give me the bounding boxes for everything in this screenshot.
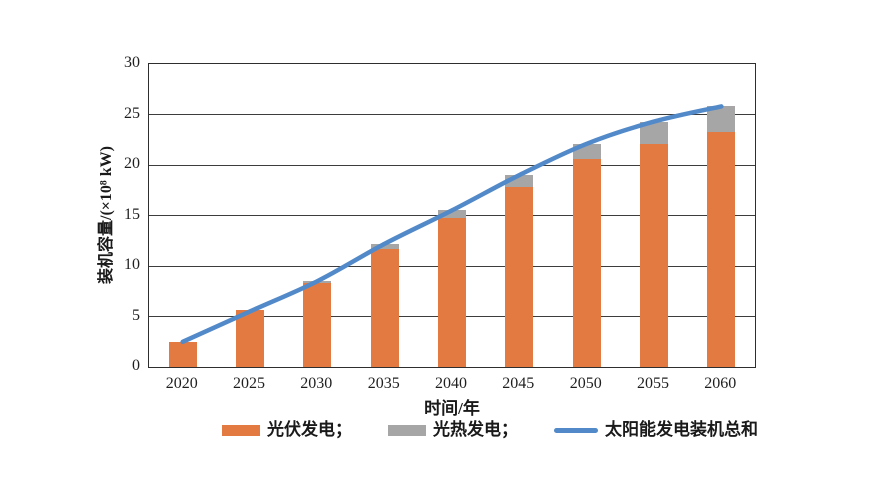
gridline-y-20	[149, 164, 755, 166]
bar-pv-2045	[505, 187, 534, 367]
y-tick-label-5: 5	[132, 306, 140, 324]
bar-pv-2040	[438, 217, 466, 367]
x-tick-label-2060: 2060	[704, 375, 737, 392]
legend-item-total: 太阳能发电装机总和	[554, 420, 758, 440]
y-tick-label-30: 30	[124, 54, 140, 71]
bar-csp-2040	[438, 210, 466, 218]
legend-label-csp: 光热发电；	[433, 420, 518, 439]
x-tick-label-2050: 2050	[569, 375, 602, 392]
x-tick-label-2030: 2030	[300, 375, 333, 392]
bar-pv-2025	[236, 310, 264, 367]
y-tick-label-0: 0	[132, 357, 140, 374]
gridline-y-25	[149, 114, 755, 115]
x-tick-label-2025: 2025	[233, 375, 265, 392]
bar-pv-2050	[572, 158, 601, 367]
y-tick-label-25: 25	[124, 104, 140, 122]
legend-label-pv: 光伏发电；	[267, 420, 352, 439]
bar-pv-2030	[303, 283, 332, 367]
bar-pv-2060	[707, 131, 736, 367]
total-line-path	[180, 104, 724, 345]
y-tick-label-20: 20	[124, 155, 140, 172]
total-line-swatch-icon	[554, 427, 598, 433]
x-tick-label-2045: 2045	[502, 375, 535, 392]
total-line	[180, 104, 724, 345]
plot-area	[148, 63, 756, 368]
y-tick-label-15: 15	[124, 205, 140, 223]
legend-item-csp: 光热发电；	[388, 420, 518, 440]
legend: 光伏发电； 光热发电； 太阳能发电装机总和	[222, 420, 758, 440]
pv-bar-swatch-icon	[222, 424, 260, 436]
x-tick-label-2035: 2035	[367, 375, 400, 392]
bar-csp-2055	[640, 121, 668, 144]
legend-label-total: 太阳能发电装机总和	[605, 420, 758, 439]
csp-bar-swatch-icon	[388, 424, 426, 436]
x-tick-label-2055: 2055	[637, 375, 669, 392]
x-axis-title: 时间/年	[424, 399, 480, 418]
bar-pv-2020	[168, 341, 197, 367]
bar-pv-2035	[370, 248, 399, 367]
y-tick-label-10: 10	[124, 256, 140, 273]
legend-item-pv: 光伏发电；	[222, 420, 352, 440]
x-tick-label-2040: 2040	[435, 375, 467, 392]
bar-pv-2055	[640, 143, 668, 367]
x-tick-label-2020: 2020	[165, 375, 198, 392]
